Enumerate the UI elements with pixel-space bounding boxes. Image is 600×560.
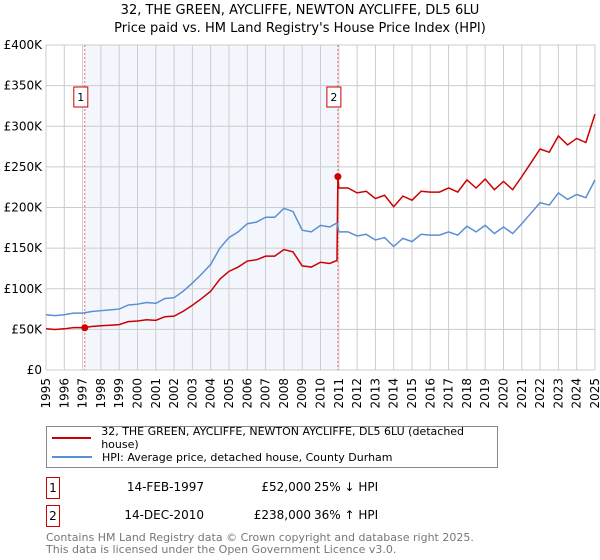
y-tick-label: £350K xyxy=(4,79,44,93)
x-tick-label: 2008 xyxy=(277,378,291,409)
x-tick-label: 1997 xyxy=(76,378,90,409)
x-tick-label: 2019 xyxy=(478,378,492,409)
y-tick-label: £50K xyxy=(11,322,43,336)
sale-price: £52,000 xyxy=(261,480,311,494)
sale-price: £238,000 xyxy=(253,508,311,522)
y-tick-label: £100K xyxy=(4,282,44,296)
x-tick-label: 2005 xyxy=(222,378,236,409)
sale-marker-box xyxy=(326,86,342,108)
x-tick-label: 2000 xyxy=(131,378,145,409)
x-tick-label: 1995 xyxy=(39,378,53,409)
property-price-line xyxy=(45,113,596,331)
y-tick-label: £200K xyxy=(4,201,44,215)
x-tick-label: 2003 xyxy=(185,378,199,409)
footer-licence: This data is licensed under the Open Gov… xyxy=(46,543,397,556)
x-tick-label: 1999 xyxy=(112,378,126,409)
chart-title: 32, THE GREEN, AYCLIFFE, NEWTON AYCLIFFE… xyxy=(120,3,480,18)
legend-label: HPI: Average price, detached house, Coun… xyxy=(102,450,393,464)
x-tick-label: 2011 xyxy=(332,378,346,409)
x-tick-label: 1998 xyxy=(94,378,108,409)
sale-marker-label: 2 xyxy=(330,91,337,104)
x-tick-label: 2012 xyxy=(350,378,364,409)
sale-hpi-diff: 36% ↑ HPI xyxy=(314,508,379,522)
x-tick-label: 2009 xyxy=(295,378,309,409)
sale-marker-badge: 1 xyxy=(46,477,60,499)
x-tick-label: 2021 xyxy=(515,378,529,409)
x-tick-label: 2010 xyxy=(314,378,328,409)
x-tick-label: 2015 xyxy=(405,378,419,409)
y-tick-label: £300K xyxy=(4,119,44,133)
legend: 32, THE GREEN, AYCLIFFE, NEWTON AYCLIFFE… xyxy=(46,425,498,468)
x-tick-label: 2014 xyxy=(387,378,401,409)
x-tick-label: 2002 xyxy=(167,378,181,409)
chart-subtitle: Price paid vs. HM Land Registry's House … xyxy=(114,21,486,36)
sale-row: 2 14-DEC-2010 £238,000 36% ↑ HPI xyxy=(46,505,446,527)
legend-swatch xyxy=(52,437,92,439)
x-tick-label: 2004 xyxy=(204,378,218,409)
legend-item-hpi: HPI: Average price, detached house, Coun… xyxy=(52,449,393,465)
x-tick-label: 2006 xyxy=(240,378,254,409)
x-tick-label: 2017 xyxy=(442,378,456,409)
x-tick-label: 2024 xyxy=(570,378,584,409)
footer-copyright: Contains HM Land Registry data © Crown c… xyxy=(46,531,474,544)
y-tick-label: £250K xyxy=(4,160,44,174)
x-tick-label: 2023 xyxy=(551,378,565,409)
x-tick-label: 2007 xyxy=(259,378,273,409)
legend-item-property: 32, THE GREEN, AYCLIFFE, NEWTON AYCLIFFE… xyxy=(52,425,497,451)
sale-marker-badge: 2 xyxy=(46,505,60,527)
x-tick-label: 2018 xyxy=(460,378,474,409)
sale-hpi-diff: 25% ↓ HPI xyxy=(314,480,379,494)
sale-date: 14-FEB-1997 xyxy=(126,480,204,494)
x-tick-label: 2013 xyxy=(368,378,382,409)
legend-label: 32, THE GREEN, AYCLIFFE, NEWTON AYCLIFFE… xyxy=(101,425,465,451)
sale-marker-box xyxy=(73,86,89,108)
y-tick-label: £400K xyxy=(4,38,44,52)
sale-marker-label: 1 xyxy=(77,91,84,104)
sale-row: 1 14-FEB-1997 £52,000 25% ↓ HPI xyxy=(46,477,446,499)
legend-swatch xyxy=(52,456,92,458)
hpi-line xyxy=(45,179,596,317)
x-tick-label: 2001 xyxy=(149,378,163,409)
y-tick-label: £0 xyxy=(27,363,42,377)
x-tick-label: 2020 xyxy=(497,378,511,409)
x-tick-label: 2016 xyxy=(423,378,437,409)
x-tick-label: 2025 xyxy=(588,378,600,409)
y-tick-label: £150K xyxy=(4,241,44,255)
x-tick-label: 1996 xyxy=(57,378,71,409)
x-tick-label: 2022 xyxy=(533,378,547,409)
sale-date: 14-DEC-2010 xyxy=(124,508,204,522)
sale-point xyxy=(334,173,342,181)
price-chart: £0 £50K £100K £150K £200K £250K £300K £350K £400… xyxy=(4,38,600,409)
sale-point xyxy=(81,324,89,332)
